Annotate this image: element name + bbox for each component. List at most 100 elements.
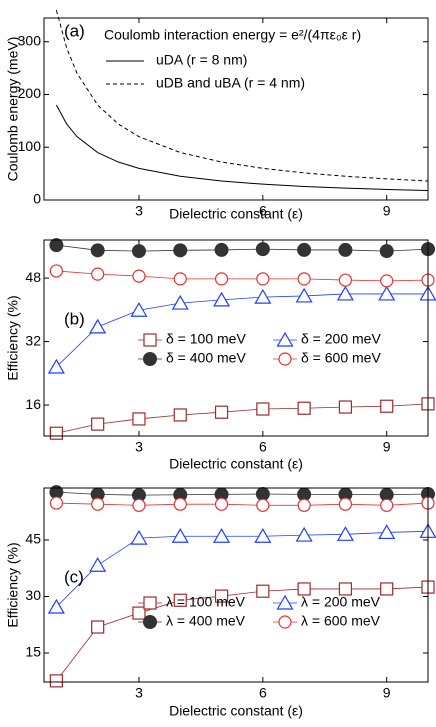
x-tick-label: 6 (259, 685, 267, 701)
marker (378, 285, 396, 301)
panel-label: (c) (64, 567, 84, 586)
x-axis-title: Dielectric constant (ε) (169, 456, 303, 472)
marker (214, 405, 229, 419)
marker (297, 498, 311, 512)
marker (255, 487, 270, 502)
marker (380, 582, 394, 596)
marker (213, 291, 231, 307)
y-tick-label: 48 (25, 269, 41, 285)
marker (49, 674, 63, 688)
marker (338, 273, 353, 287)
series-line (55, 104, 429, 192)
marker (297, 272, 311, 286)
marker (173, 408, 187, 422)
marker (254, 528, 272, 543)
y-tick-label: 100 (18, 138, 42, 154)
marker (256, 584, 270, 598)
x-tick-label: 3 (135, 203, 143, 219)
series-line (56, 491, 429, 496)
y-axis-title: Efficiency (%) (5, 542, 21, 627)
series-line (55, 9, 429, 182)
series-line (56, 403, 429, 434)
series-line (56, 586, 429, 682)
marker (49, 496, 63, 510)
legend-label: uDB and uBA (r = 4 nm) (156, 75, 305, 91)
x-tick-label: 3 (135, 685, 143, 701)
marker (276, 331, 294, 347)
legend-label: λ = 600 meV (301, 613, 381, 629)
marker (297, 242, 312, 257)
marker (91, 267, 105, 281)
marker (214, 497, 229, 511)
marker (295, 287, 313, 303)
legend-label: λ = 100 meV (166, 594, 246, 610)
marker (336, 285, 354, 301)
legend-title: Coulomb interaction energy = e²/(4πε₀ε r… (104, 27, 361, 43)
marker (254, 288, 272, 304)
marker (143, 333, 157, 347)
marker (47, 358, 65, 374)
marker (278, 352, 292, 366)
y-tick-label: 32 (25, 332, 41, 348)
y-tick-label: 15 (25, 644, 41, 660)
legend-label: δ = 100 meV (166, 331, 246, 347)
marker (379, 244, 394, 259)
marker (130, 302, 148, 317)
marker (89, 557, 107, 572)
marker (213, 528, 231, 543)
marker (143, 615, 157, 629)
legend-label: uDA (r = 8 nm) (156, 52, 247, 68)
marker (297, 401, 311, 415)
y-axis-title: Coulomb energy (meV) (5, 37, 21, 182)
marker (338, 497, 353, 511)
x-tick-label: 6 (259, 439, 267, 455)
y-tick-label: 30 (25, 587, 41, 603)
plot-frame (43, 239, 429, 437)
y-tick-label: 0 (33, 191, 41, 207)
marker (336, 526, 354, 541)
marker (49, 238, 64, 253)
marker (90, 243, 105, 258)
y-axis-title: Efficiency (%) (5, 295, 21, 380)
legend-label: δ = 400 meV (166, 350, 246, 366)
marker (380, 498, 394, 512)
x-axis-title: Dielectric constant (ε) (169, 703, 303, 719)
marker (47, 598, 65, 614)
marker (132, 606, 146, 620)
marker (130, 529, 148, 545)
x-tick-label: 6 (259, 203, 267, 219)
y-tick-label: 200 (18, 85, 42, 101)
plot-frame (43, 487, 429, 683)
marker (132, 412, 146, 426)
marker (132, 498, 146, 512)
marker (89, 318, 107, 334)
marker (143, 352, 157, 366)
y-tick-label: 45 (25, 531, 41, 547)
marker (214, 272, 229, 286)
series-line (56, 530, 429, 608)
x-tick-label: 9 (383, 685, 391, 701)
marker (91, 417, 105, 431)
y-tick-label: 16 (25, 396, 41, 412)
marker (338, 400, 353, 414)
marker (171, 528, 189, 543)
x-tick-label: 3 (135, 439, 143, 455)
panel-label: (b) (64, 309, 85, 328)
marker (338, 582, 353, 596)
series-line (56, 270, 429, 282)
marker (91, 620, 105, 634)
legend-label: δ = 200 meV (301, 331, 381, 347)
marker (131, 244, 146, 259)
marker (256, 272, 270, 286)
marker (276, 594, 294, 610)
x-tick-label: 9 (383, 439, 391, 455)
panel-label: (a) (64, 21, 85, 40)
marker (171, 294, 189, 310)
y-tick-label: 300 (18, 32, 42, 48)
marker (49, 264, 63, 278)
legend-label: λ = 400 meV (166, 613, 246, 629)
marker (173, 243, 188, 258)
series-line (56, 244, 429, 252)
marker (380, 274, 394, 288)
